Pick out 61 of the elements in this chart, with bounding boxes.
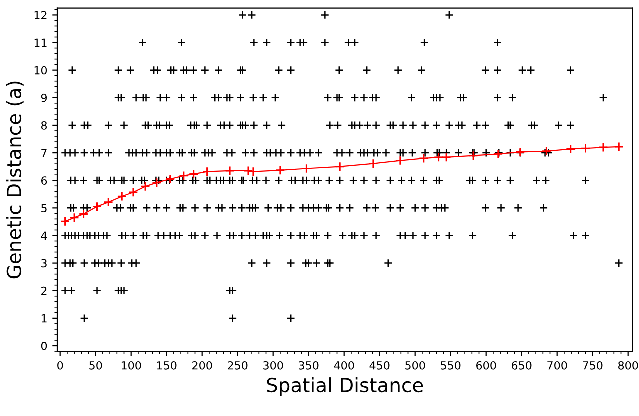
x-tick-label: 700 (548, 361, 568, 370)
point (566, 144, 576, 154)
x-tick-label: 100 (122, 361, 142, 370)
point (434, 152, 444, 162)
point (542, 146, 552, 156)
point (276, 165, 286, 176)
x-tick-label: 400 (334, 361, 354, 370)
y-tick-label: 8 (41, 121, 48, 130)
x-tick-label: 50 (90, 361, 102, 370)
x-tick-label: 600 (476, 361, 496, 370)
y-tick-label: 6 (41, 176, 48, 185)
y-tick-label: 12 (34, 11, 47, 20)
x-tick-label: 0 (58, 361, 64, 370)
y-tick-label: 11 (34, 38, 47, 47)
x-tick-label: 450 (370, 361, 390, 370)
point (188, 169, 199, 180)
y-tick-label: 5 (42, 204, 47, 213)
point (140, 182, 150, 192)
point (128, 188, 138, 198)
point (396, 156, 406, 166)
point (418, 154, 429, 164)
x-tick-label: 550 (441, 361, 461, 370)
point (225, 166, 235, 176)
y-tick-label: 4 (41, 232, 48, 240)
point (614, 142, 624, 152)
y-tick-label: 3 (42, 259, 47, 268)
x-axis-title: Spatial Distance (267, 378, 424, 396)
point (244, 166, 254, 176)
x-tick-label: 150 (157, 361, 177, 370)
point (248, 166, 258, 177)
point (335, 162, 346, 172)
x-tick-label: 200 (192, 361, 212, 370)
point (580, 144, 591, 154)
point (468, 150, 478, 161)
point (152, 178, 162, 188)
x-tick-label: 650 (512, 361, 532, 370)
y-axis-title: Genetic Distance (a) (6, 82, 24, 279)
point (78, 209, 89, 220)
x-tick-label: 250 (228, 361, 248, 370)
point (368, 158, 378, 169)
point (302, 164, 312, 174)
point (104, 197, 114, 208)
y-tick-label: 0 (41, 342, 48, 350)
x-tick-label: 300 (264, 361, 284, 370)
point (442, 152, 452, 162)
point (60, 216, 70, 227)
point (178, 170, 189, 181)
x-tick-label: 800 (618, 361, 638, 370)
y-tick-label: 1 (42, 314, 47, 323)
point (92, 202, 102, 212)
point (598, 142, 608, 152)
y-tick-label: 10 (34, 66, 48, 75)
point (202, 166, 212, 177)
y-tick-label: 2 (42, 286, 47, 296)
x-tick-label: 500 (406, 361, 426, 370)
y-tick-label: 9 (41, 94, 48, 102)
x-tick-label: 750 (583, 361, 603, 370)
x-tick-label: 350 (299, 361, 319, 370)
y-tick-label: 7 (42, 149, 47, 158)
point (117, 192, 128, 202)
point (70, 212, 80, 223)
